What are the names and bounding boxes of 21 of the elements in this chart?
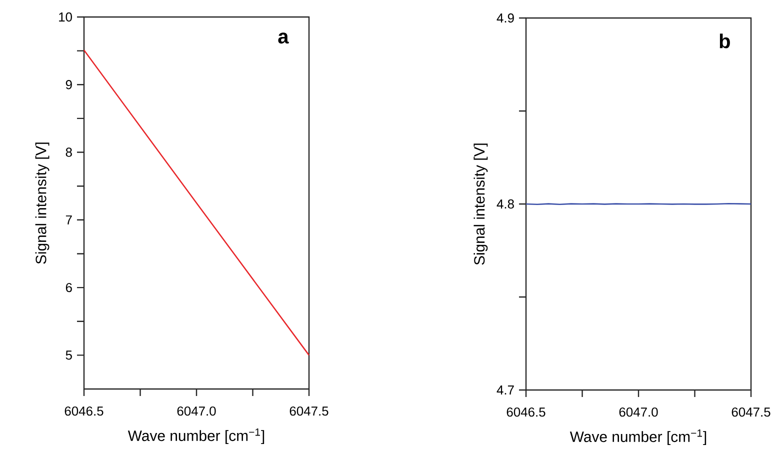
y-tick-label: 9: [66, 80, 72, 90]
x-tick-label: 6047.0: [619, 408, 658, 417]
y-tick-label: 8: [66, 148, 72, 157]
y-tick-label: 6: [66, 282, 72, 292]
y-tick-label: 4.9: [496, 13, 514, 23]
y-tick-label: 10: [59, 12, 72, 22]
x-tick-label: 6046.5: [506, 408, 546, 417]
y-axis-title: Signal intensity [V]: [35, 142, 50, 264]
y-axis-title: Signal intensity [V]: [474, 144, 488, 265]
x-tick-label: 6047.5: [732, 408, 770, 417]
x-tick-label: 6047.0: [177, 406, 216, 416]
y-tick-label: 4.8: [496, 199, 514, 209]
x-tick-label: 6047.5: [290, 406, 328, 416]
y-tick-label: 5: [66, 350, 72, 360]
x-tick-label: 6046.5: [64, 406, 104, 416]
annotation: a: [278, 32, 289, 44]
y-tick-label: 4.7: [496, 386, 514, 394]
annotation: b: [720, 34, 730, 48]
x-axis-title: Wave number [cm$^{−1}$]: [570, 430, 706, 446]
y-tick-label: 7: [66, 215, 72, 224]
x-axis-title: Wave number [cm$^{−1}$]: [128, 428, 264, 444]
